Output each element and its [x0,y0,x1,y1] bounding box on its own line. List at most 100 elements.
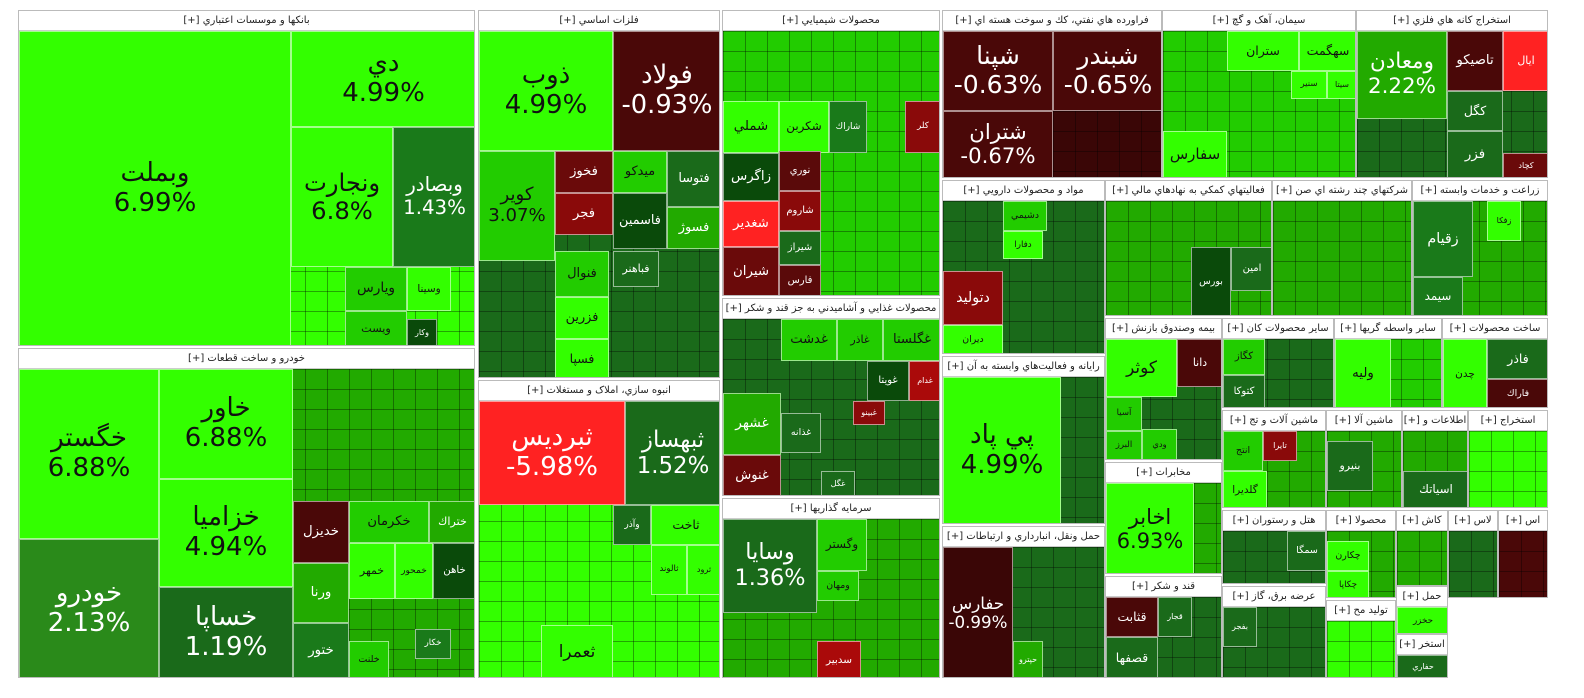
stock-tile[interactable]: خکار [415,629,451,659]
stock-tile[interactable]: چدن [1443,339,1487,407]
stock-tile[interactable]: دانا [1177,339,1221,387]
stock-tile[interactable]: خاور 6.88% [159,369,293,479]
stock-tile[interactable]: خودرو 2.13% [19,539,159,677]
sector-title[interactable]: شرکتهاي چند رشته اي صن [+] [1273,181,1411,201]
stock-tile[interactable]: فزر [1447,131,1503,177]
stock-tile[interactable]: شتران -0.67% [943,111,1053,177]
sector-title[interactable]: زراعت و خدمات وابسته [+] [1413,181,1547,201]
stock-tile[interactable]: کچاد [1503,153,1547,177]
sector-title[interactable]: استخراج [+] [1469,411,1547,431]
sector-title[interactable]: محصولات غذايي و آشاميدني به جز قند و شکر… [723,299,939,319]
sector-title[interactable]: خودرو و ساخت قطعات [+] [19,349,474,369]
stock-tile[interactable]: وآذر [613,505,651,545]
stock-tile[interactable]: شپنا -0.63% [943,31,1053,111]
stock-tile[interactable]: دفارا [1003,231,1043,259]
sector-title[interactable]: بانکها و موسسات اعتباري [+] [19,11,474,31]
sector-title[interactable]: فلزات اساسي [+] [479,11,719,31]
stock-tile[interactable]: ستران [1227,31,1299,71]
stock-tile[interactable]: ومعادن 2.22% [1357,31,1447,119]
sector-title[interactable]: لاس [+] [1449,511,1497,531]
stock-tile[interactable]: بورس [1191,247,1231,315]
sector-title[interactable]: اس [+] [1499,511,1547,531]
sector-title[interactable]: توليد مح [+] [1327,601,1395,621]
sector-title[interactable]: ساير واسطه گريها [+] [1335,319,1441,339]
stock-tile[interactable]: ذوب 4.99% [479,31,613,151]
stock-tile[interactable]: بفجر [1223,607,1257,647]
stock-tile[interactable]: تاصيكو [1447,31,1503,91]
sector-title[interactable]: اطلاعات و [+] [1403,411,1467,431]
stock-tile[interactable]: خکرمان [349,501,429,543]
stock-tile[interactable]: خديزل [293,501,349,563]
stock-tile[interactable]: قجار [1158,597,1192,637]
stock-tile[interactable]: غذانه [781,413,821,453]
stock-tile[interactable]: سيمد [1413,277,1463,315]
stock-tile[interactable]: ثعمرا [541,625,613,677]
sector-title[interactable]: فعاليتهاي کمکي به نهادهاي مالي [+] [1106,181,1271,201]
stock-tile[interactable]: كگاز [1223,339,1265,375]
stock-tile[interactable]: وسينا [407,267,451,311]
stock-tile[interactable]: اخابر 6.93% [1106,483,1194,573]
sector-title[interactable]: سيمان، آهک و گچ [+] [1163,11,1355,31]
stock-tile[interactable]: دتوليد [943,271,1003,325]
stock-tile[interactable]: ثبهساز 1.52% [625,401,719,505]
stock-tile[interactable]: كوير 3.07% [479,151,555,261]
sector-title[interactable]: عرضه برق، گاز [+] [1223,587,1325,607]
stock-tile[interactable]: سيتا [1327,71,1355,99]
stock-tile[interactable]: حپترو [1013,641,1043,677]
stock-tile[interactable]: غگلستا [883,319,939,361]
stock-tile[interactable]: خساپا 1.19% [159,587,293,677]
stock-tile[interactable]: ثرود [687,545,719,595]
stock-tile[interactable]: وگستر [817,519,867,571]
stock-tile[interactable]: پي پاد 4.99% [943,377,1061,523]
stock-tile[interactable]: زقيام [1413,201,1473,277]
stock-tile[interactable]: خلنت [349,641,389,677]
stock-tile[interactable]: چكاپا [1327,571,1369,597]
stock-tile[interactable]: گلديرا [1223,471,1267,507]
stock-tile[interactable]: شغدير [723,201,779,247]
sector-title[interactable]: استخر [+] [1397,635,1447,655]
stock-tile[interactable]: ميدكو [613,151,667,193]
stock-tile[interactable]: ونجارت 6.8% [291,127,393,267]
stock-tile[interactable]: زفكا [1487,201,1521,241]
stock-tile[interactable]: ويارس [345,267,407,311]
stock-tile[interactable]: وکار [407,319,437,345]
stock-tile[interactable]: خزاميا 4.94% [159,479,293,587]
sector-title[interactable]: انبوه سازي، املاک و مستغلات [+] [479,381,719,401]
stock-tile[interactable]: فاراك [1487,379,1547,407]
stock-tile[interactable]: شكربن [779,101,829,153]
stock-tile[interactable]: غويتا [867,361,909,401]
stock-tile[interactable]: فخوز [555,151,613,193]
sector-title[interactable]: ماشين آلات و تج [+] [1223,411,1325,431]
stock-tile[interactable]: قثابت [1106,597,1158,637]
stock-tile[interactable]: سنير [1291,71,1327,99]
stock-tile[interactable]: امين [1231,247,1271,291]
stock-tile[interactable]: ختور [293,623,349,677]
sector-title[interactable]: فراورده هاي نفتي، كك و سوخت هسته اي [+] [943,11,1161,31]
stock-tile[interactable]: ثالوند [651,545,687,595]
sector-title[interactable]: استخراج کانه هاي فلزي [+] [1357,11,1547,31]
stock-tile[interactable]: چكارن [1327,541,1369,571]
stock-tile[interactable]: ثبرديس -5.98% [479,401,625,505]
stock-tile[interactable]: ومهان [817,571,859,601]
sector-title[interactable]: بيمه وصندوق بازنش [+] [1106,319,1221,339]
stock-tile[interactable]: شاراك [829,101,867,153]
stock-tile[interactable]: خاهن [433,543,474,599]
stock-tile[interactable]: وبصادر 1.43% [393,127,474,267]
stock-tile[interactable]: غاذر [837,319,883,361]
stock-tile[interactable]: سهگمت [1299,31,1355,71]
stock-tile[interactable]: خمحور [395,543,433,599]
stock-tile[interactable]: ختراك [429,501,474,543]
stock-tile[interactable]: شبندر -0.65% [1053,31,1161,111]
stock-tile[interactable]: دشيمي [1003,201,1047,231]
stock-tile[interactable]: كوثر [1106,339,1177,397]
stock-tile[interactable]: شملي [723,101,779,153]
stock-tile[interactable]: فسپا [555,339,609,377]
stock-tile[interactable]: ورنا [293,563,349,623]
stock-tile[interactable]: ودي [1142,429,1177,459]
sector-title[interactable]: حمل [+] [1397,587,1447,607]
stock-tile[interactable]: غشهر [723,393,781,455]
stock-tile[interactable]: ثاخت [651,505,719,545]
stock-tile[interactable]: قصفها [1106,637,1158,677]
stock-tile[interactable]: فولاد -0.93% [613,31,719,151]
stock-tile[interactable]: آسيا [1106,397,1142,431]
